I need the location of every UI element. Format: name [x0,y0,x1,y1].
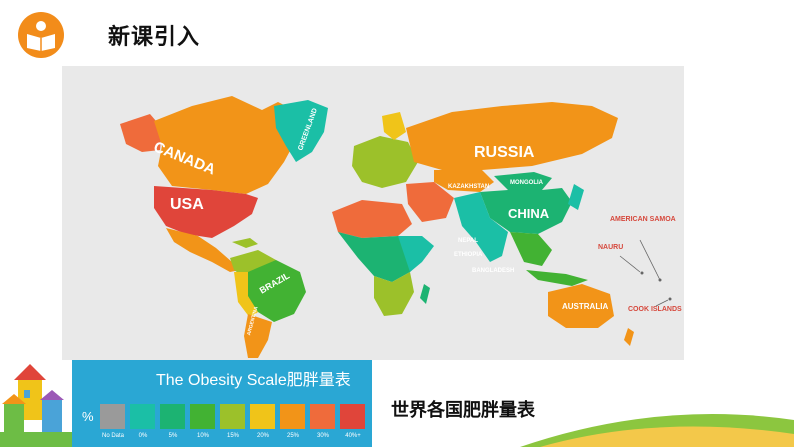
china [480,188,572,234]
decorative-houses [0,364,72,447]
russia [406,102,618,170]
africa-east [398,236,434,272]
legend-label: 40%+ [345,433,361,439]
legend-swatch [340,404,365,429]
canada [154,96,302,194]
legend-label: 10% [196,433,209,439]
legend-label: 25% [286,433,299,439]
legend-label: 0% [138,433,148,439]
legend-title: The Obesity Scale肥胖量表 [156,372,351,389]
page-title: 新课引入 [108,24,201,49]
label-russia: RUSSIA [474,144,535,161]
europe [352,136,418,188]
middle-east [406,182,454,222]
indonesia [526,270,588,286]
new-zealand [624,328,634,346]
legend-swatch [310,404,335,429]
legend-label: 20% [256,433,269,439]
mongolia [494,172,552,190]
madagascar [420,284,430,304]
obesity-scale-legend: The Obesity Scale肥胖量表 % No Data 0% 5% 10% 15… [72,360,372,447]
label-usa: USA [170,196,204,213]
percent-symbol: % [82,409,94,424]
book-reader-icon [18,12,64,58]
legend-swatch [280,404,305,429]
legend-swatch [130,404,155,429]
callout-american-samoa: AMERICAN SAMOA [610,216,676,223]
southeast-asia [510,232,552,266]
mexico [166,228,240,272]
kazakhstan [434,170,494,192]
label-bangladesh: BANGLADESH [472,268,515,274]
label-china: CHINA [508,206,550,221]
legend-label: 5% [168,433,178,439]
legend-swatch [250,404,275,429]
label-ethiopia: ETHIOPIA [454,252,483,258]
legend-swatch [100,404,125,429]
africa-north [332,200,412,238]
alaska [120,114,162,152]
usa [154,186,258,238]
map-caption: 世界各国肥胖量表 [391,400,535,420]
callout-cook-islands: COOK ISLANDS [628,306,682,313]
brazil [246,260,306,322]
label-mongolia: MONGOLIA [510,180,543,186]
legend-label: No Data [101,433,124,439]
australia [548,284,614,328]
legend-swatch [190,404,215,429]
label-nepal: NEPAL [458,238,478,244]
legend-swatch [160,404,185,429]
south-america-west [234,272,258,318]
south-asia [454,192,508,262]
legend-label: 15% [226,433,239,439]
label-australia: AUSTRALIA [562,302,609,311]
scandinavia [382,112,406,140]
decorative-grass [520,414,794,447]
legend-swatch [220,404,245,429]
caribbean [232,238,258,248]
argentina [244,314,272,358]
africa-south [374,272,414,316]
legend-label: 30% [316,433,329,439]
label-kazakhstan: KAZAKHSTAN [448,184,490,190]
callout-nauru: NAURU [598,244,624,251]
world-map: CANADA USA RUSSIA CHINA GREENLAND BRAZIL… [62,66,684,360]
greenland [274,100,328,162]
japan [568,184,584,210]
